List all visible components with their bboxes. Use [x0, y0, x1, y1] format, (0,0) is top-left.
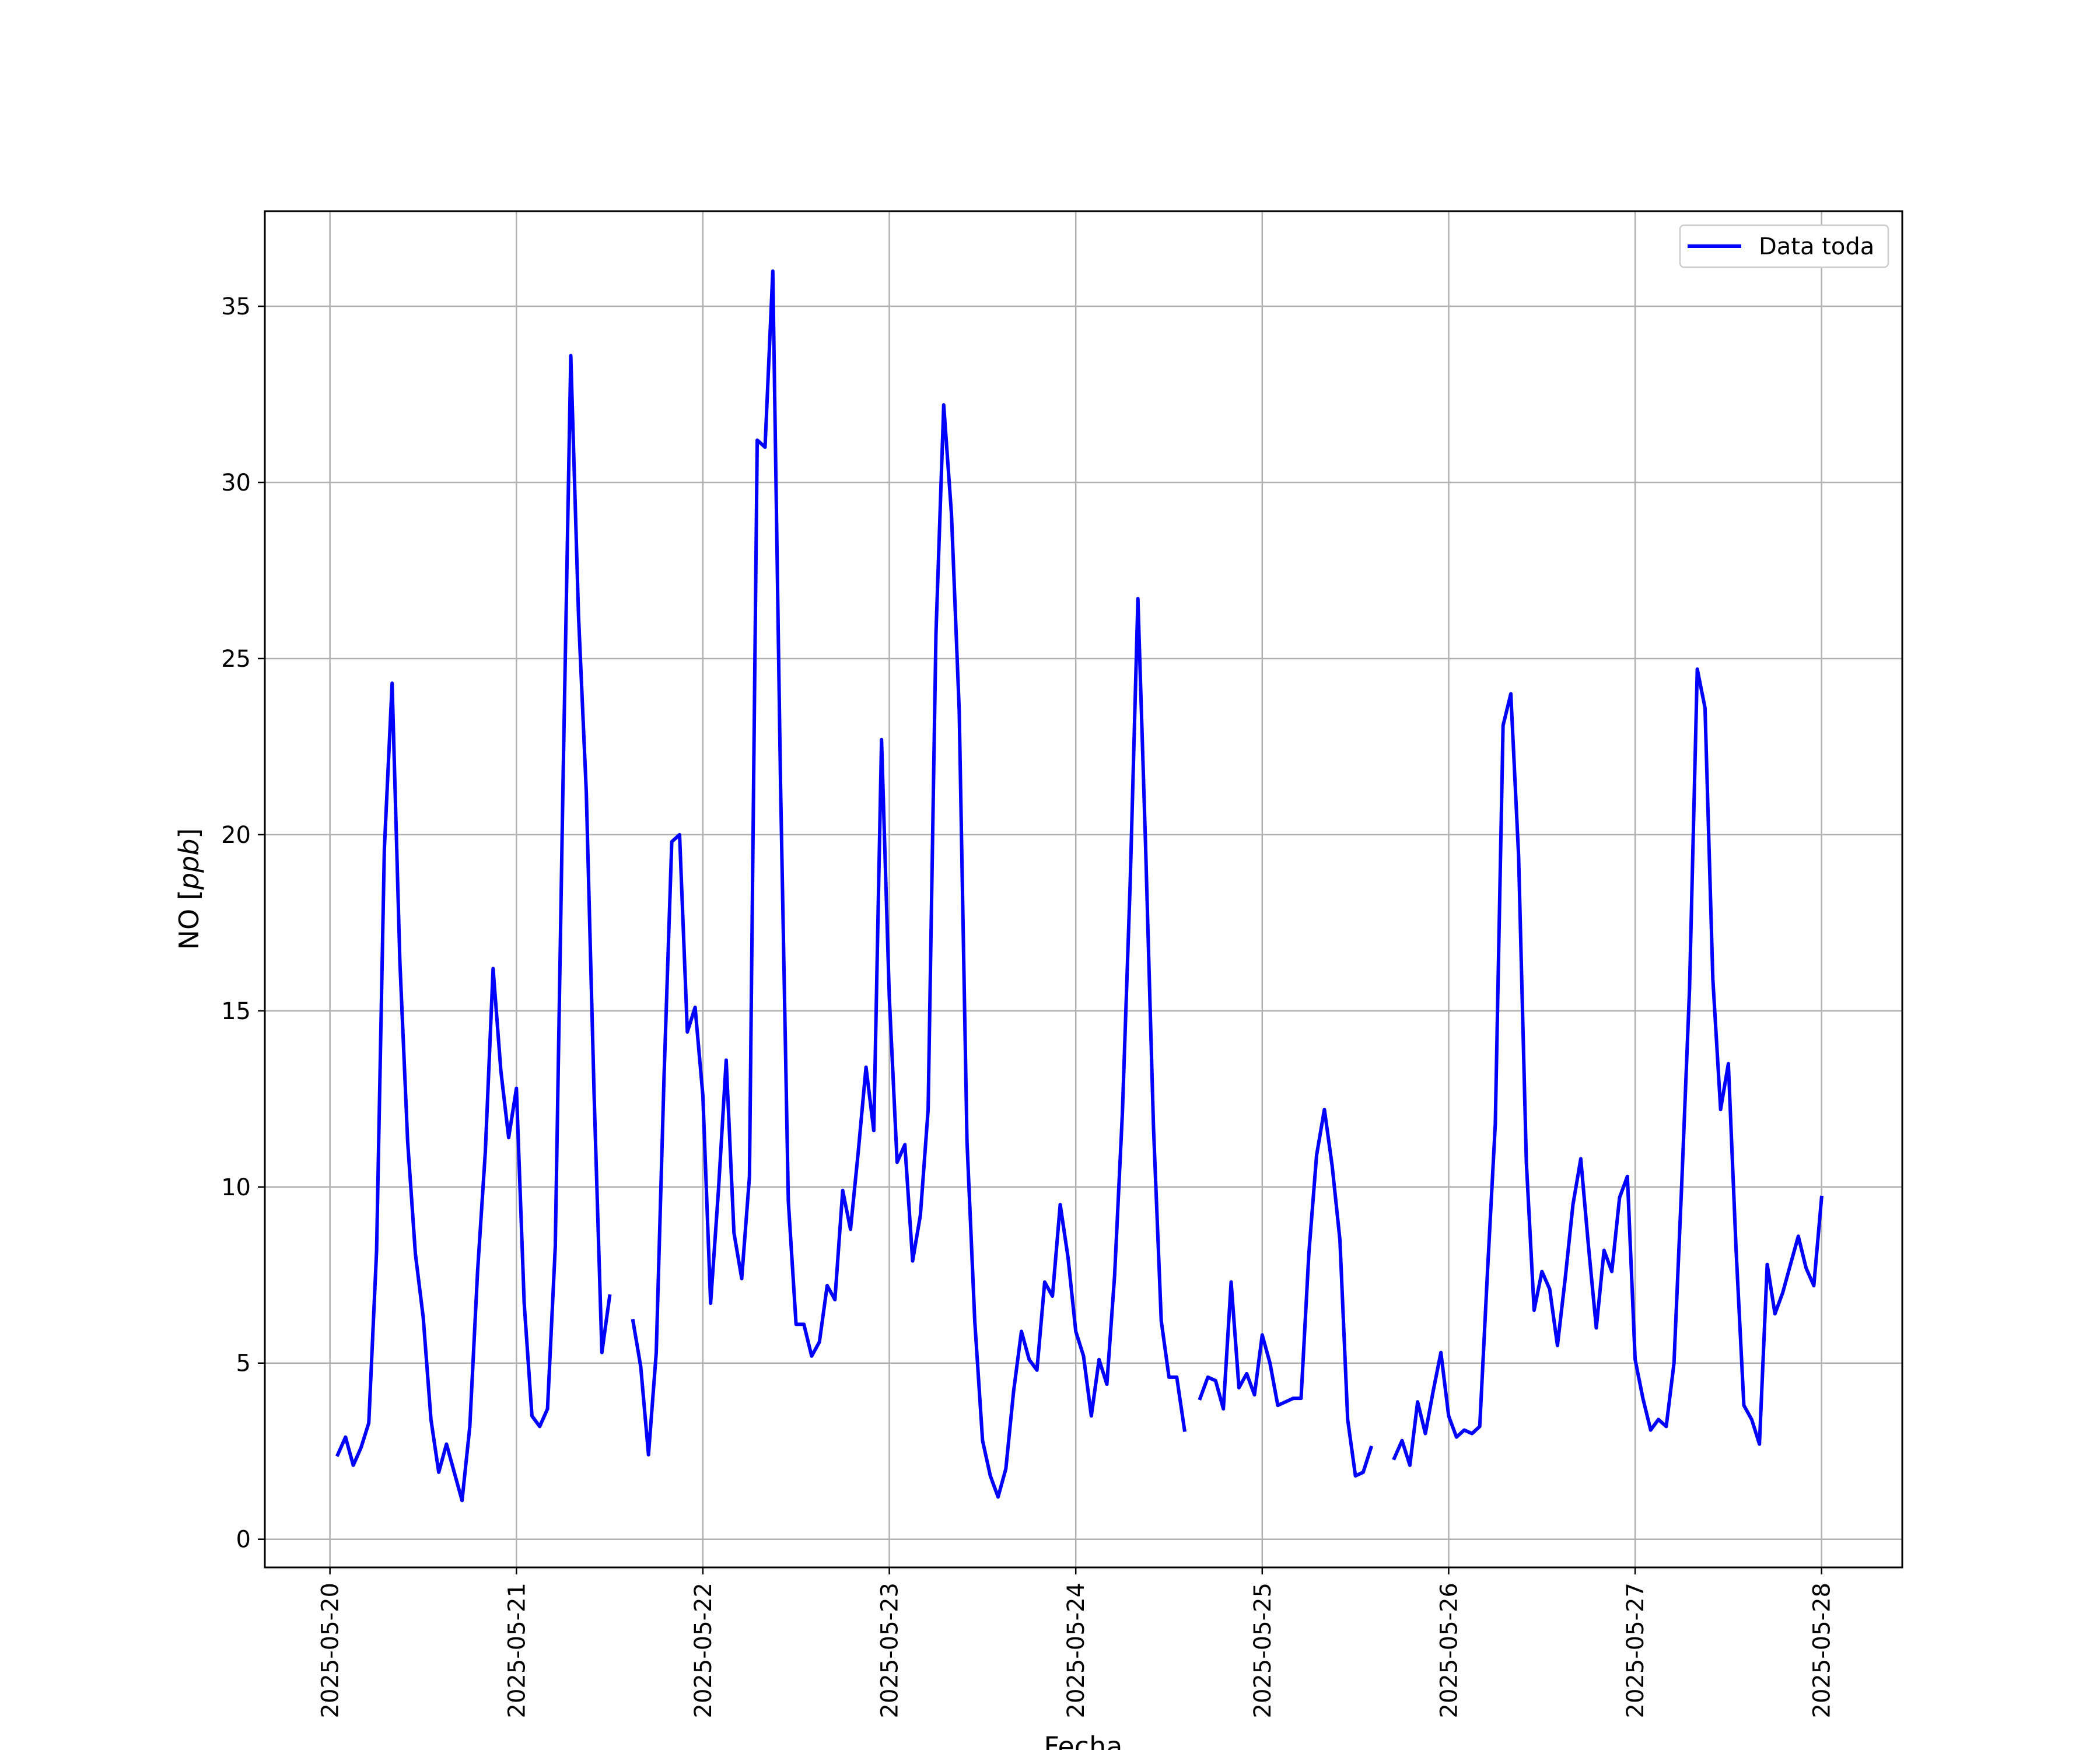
legend-label: Data toda: [1759, 233, 1874, 260]
y-axis-label-unit-open: [: [173, 890, 205, 909]
plot-frame: [264, 210, 1903, 1569]
y-tick-label: 5: [236, 1350, 251, 1377]
y-tick-label: 20: [221, 822, 251, 849]
x-tick-label: 2025-05-22: [690, 1583, 717, 1718]
y-axis-label: NO [ppb]: [173, 828, 205, 950]
series-line-segment: [335, 354, 612, 1503]
y-axis-label-unit-close: ]: [173, 828, 205, 839]
y-tick-label: 0: [236, 1527, 251, 1553]
series-line-segment: [1198, 1107, 1374, 1478]
x-tick-label: 2025-05-24: [1063, 1583, 1090, 1718]
y-tick-label: 10: [221, 1174, 251, 1201]
x-tick-label: 2025-05-27: [1622, 1583, 1649, 1718]
x-axis: 2025-05-20 2025-05-21 2025-05-22 2025-05-23…: [317, 1567, 1836, 1718]
series-lines: [335, 269, 1824, 1503]
x-tick-label: 2025-05-23: [877, 1583, 904, 1718]
series-line-segment: [1392, 667, 1824, 1467]
y-axis-label-unit: ppb: [173, 839, 205, 891]
y-tick-label: 25: [221, 646, 251, 673]
x-tick-label: 2025-05-26: [1436, 1583, 1462, 1718]
y-tick-label: 30: [221, 470, 251, 496]
x-tick-label: 2025-05-21: [503, 1583, 530, 1718]
legend-box: [1679, 224, 1889, 268]
x-tick-label: 2025-05-20: [317, 1583, 344, 1718]
x-tick-label: 2025-05-28: [1809, 1583, 1836, 1718]
x-tick-label: 2025-05-25: [1250, 1583, 1276, 1718]
y-axis: 0 5 10 15 20 25 30 35: [221, 293, 265, 1553]
series-line-segment: [631, 269, 1187, 1499]
x-axis-label: Fecha: [1044, 1731, 1123, 1750]
y-axis-label-quantity: NO: [173, 909, 205, 950]
y-tick-label: 15: [221, 998, 251, 1025]
legend: Data toda: [1679, 224, 1889, 268]
y-tick-label: 35: [221, 293, 251, 320]
